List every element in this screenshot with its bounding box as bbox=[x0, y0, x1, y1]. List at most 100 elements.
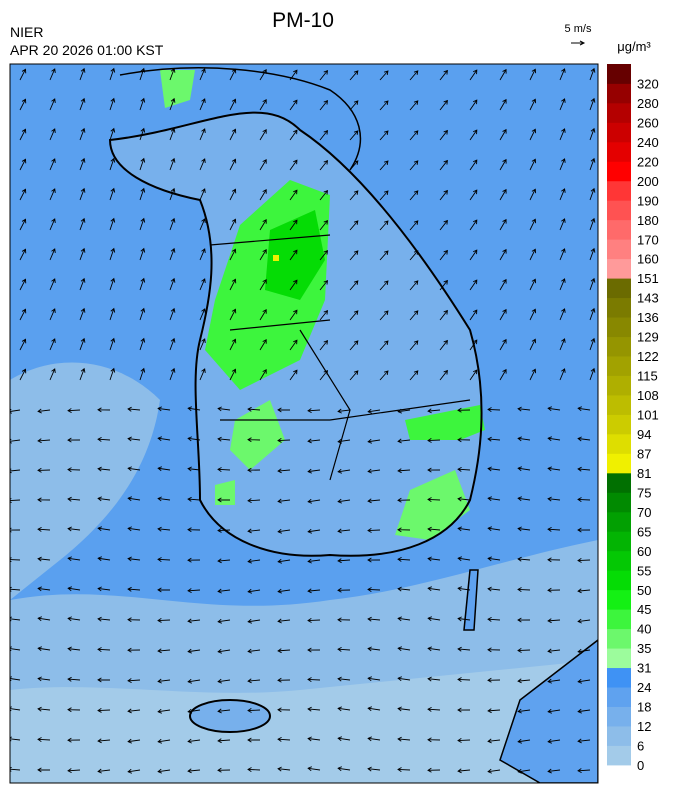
wind-arrow bbox=[19, 218, 27, 231]
wind-arrow bbox=[109, 367, 116, 381]
wind-arrow bbox=[229, 368, 237, 381]
wind-arrow bbox=[187, 618, 201, 624]
wind-arrow bbox=[469, 279, 478, 291]
wind-arrow bbox=[97, 407, 111, 413]
wind-arrow bbox=[319, 129, 329, 141]
wind-arrow bbox=[439, 279, 448, 291]
colorbar-box bbox=[607, 589, 631, 610]
wind-arrow bbox=[229, 278, 237, 291]
wind-arrow bbox=[157, 406, 171, 412]
wind-arrow bbox=[259, 368, 267, 381]
wind-arrow bbox=[19, 248, 27, 261]
colorbar-label: 12 bbox=[637, 719, 651, 734]
wind-arrow bbox=[217, 406, 231, 412]
wind-arrow bbox=[277, 558, 291, 564]
wind-arrow bbox=[157, 768, 171, 774]
wind-arrow bbox=[157, 557, 171, 562]
wind-arrow bbox=[49, 218, 56, 231]
wind-arrow bbox=[559, 68, 566, 81]
wind-arrow bbox=[139, 157, 146, 171]
wind-arrow bbox=[97, 707, 111, 713]
wind-arrow bbox=[457, 616, 471, 622]
wind-arrow bbox=[307, 766, 321, 772]
wind-arrow bbox=[259, 338, 267, 351]
wind-arrow bbox=[457, 738, 471, 743]
colorbar-box bbox=[607, 570, 631, 591]
wind-arrow bbox=[247, 708, 261, 713]
wind-arrow bbox=[457, 586, 471, 592]
wind-arrow bbox=[319, 99, 329, 111]
wind-arrow bbox=[97, 556, 111, 562]
wind-arrow bbox=[247, 467, 261, 473]
wind-arrow bbox=[367, 498, 381, 504]
wind-arrow bbox=[199, 128, 206, 141]
wind-arrow bbox=[397, 527, 411, 533]
wind-arrow bbox=[139, 67, 146, 81]
wind-arrow bbox=[427, 408, 441, 414]
wind-arrow bbox=[199, 68, 206, 81]
wind-arrow bbox=[187, 496, 201, 502]
wind-arrow bbox=[169, 307, 176, 321]
wind-arrow bbox=[439, 249, 448, 261]
wind-arrow bbox=[517, 406, 531, 412]
wind-arrow bbox=[379, 370, 389, 381]
wind-arrow bbox=[457, 437, 471, 443]
wind-arrow bbox=[139, 97, 146, 111]
wind-arrow bbox=[217, 558, 231, 564]
wind-arrow bbox=[439, 339, 448, 351]
wind-arrow bbox=[439, 309, 448, 321]
wind-arrow bbox=[397, 736, 411, 742]
wind-arrow bbox=[589, 277, 596, 291]
wind-arrow bbox=[217, 738, 231, 744]
wind-arrow bbox=[217, 588, 231, 594]
wind-arrow bbox=[337, 646, 351, 652]
wind-arrow bbox=[379, 220, 389, 231]
colorbar-box bbox=[607, 550, 631, 571]
wind-arrow bbox=[529, 98, 537, 111]
wind-arrow bbox=[367, 468, 381, 474]
wind-arrow bbox=[37, 467, 51, 473]
wind-arrow bbox=[229, 308, 237, 321]
wind-arrow bbox=[259, 98, 267, 111]
wind-arrow bbox=[577, 648, 591, 654]
wind-arrow bbox=[499, 98, 507, 111]
wind-arrow bbox=[127, 738, 141, 744]
wind-arrow bbox=[247, 618, 261, 624]
wind-arrow bbox=[37, 526, 51, 532]
wind-scale: 5 m/s bbox=[565, 23, 592, 35]
wind-arrow bbox=[37, 438, 51, 444]
wind-arrow bbox=[289, 189, 298, 201]
colorbar-box bbox=[607, 531, 631, 552]
wind-arrow bbox=[169, 247, 176, 261]
wind-arrow bbox=[409, 100, 419, 111]
wind-arrow bbox=[37, 497, 51, 503]
wind-arrow bbox=[349, 340, 359, 351]
wind-arrow bbox=[457, 556, 471, 562]
wind-arrow bbox=[127, 768, 141, 774]
wind-arrow bbox=[379, 160, 389, 171]
wind-arrow bbox=[307, 588, 321, 594]
wind-arrow bbox=[379, 70, 389, 81]
wind-arrow bbox=[469, 69, 478, 81]
wind-arrow bbox=[97, 466, 111, 472]
wind-arrow bbox=[487, 586, 501, 592]
wind-arrow bbox=[337, 498, 351, 504]
wind-arrow bbox=[217, 678, 231, 684]
wind-arrow bbox=[487, 616, 501, 622]
wind-arrow bbox=[577, 768, 591, 774]
wind-arrow bbox=[307, 528, 321, 534]
wind-arrow bbox=[529, 368, 537, 381]
wind-arrow bbox=[529, 218, 537, 231]
wind-arrow bbox=[439, 159, 448, 171]
wind-arrow bbox=[49, 98, 56, 111]
wind-arrow bbox=[97, 677, 111, 683]
wind-arrow bbox=[277, 736, 291, 742]
wind-arrow bbox=[199, 248, 206, 261]
timestamp: APR 20 2026 01:00 KST bbox=[10, 42, 164, 58]
colorbar-label: 35 bbox=[637, 641, 651, 656]
wind-arrow bbox=[517, 466, 531, 472]
wind-arrow bbox=[19, 338, 27, 351]
colorbar-label: 18 bbox=[637, 700, 651, 715]
wind-arrow bbox=[319, 369, 329, 381]
wind-arrow bbox=[559, 278, 566, 291]
